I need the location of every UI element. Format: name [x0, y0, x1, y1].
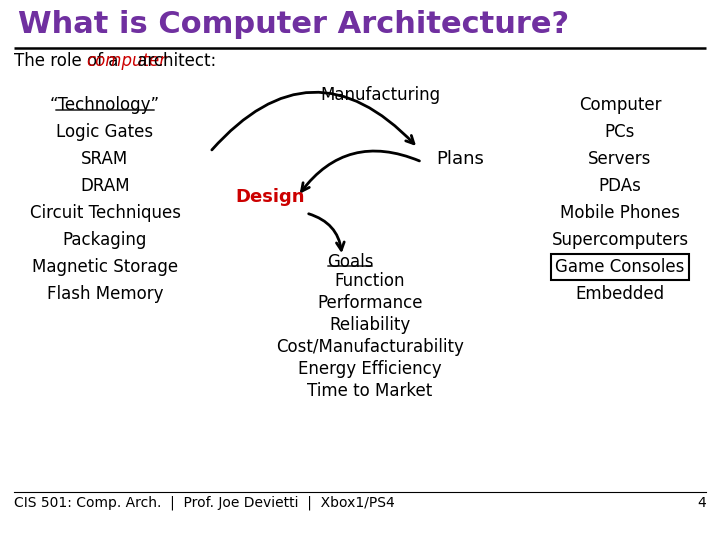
- Text: Plans: Plans: [436, 150, 484, 168]
- Text: SRAM: SRAM: [81, 150, 129, 168]
- Text: Manufacturing: Manufacturing: [320, 86, 440, 104]
- Text: architect:: architect:: [132, 52, 216, 70]
- Text: Supercomputers: Supercomputers: [552, 231, 688, 249]
- Text: Circuit Techniques: Circuit Techniques: [30, 204, 181, 222]
- Text: Goals: Goals: [327, 253, 373, 271]
- Text: Energy Efficiency: Energy Efficiency: [298, 360, 442, 378]
- Text: What is Computer Architecture?: What is Computer Architecture?: [18, 10, 569, 39]
- Text: Magnetic Storage: Magnetic Storage: [32, 258, 178, 276]
- Text: Cost/Manufacturability: Cost/Manufacturability: [276, 338, 464, 356]
- Text: Embedded: Embedded: [575, 285, 665, 303]
- Text: CIS 501: Comp. Arch.  |  Prof. Joe Devietti  |  Xbox1/PS4: CIS 501: Comp. Arch. | Prof. Joe Deviett…: [14, 496, 395, 510]
- Text: PDAs: PDAs: [598, 177, 642, 195]
- Text: Time to Market: Time to Market: [307, 382, 433, 400]
- Text: Logic Gates: Logic Gates: [56, 123, 153, 141]
- Text: computer: computer: [86, 52, 166, 70]
- Text: Packaging: Packaging: [63, 231, 147, 249]
- Text: Computer: Computer: [579, 96, 661, 114]
- Text: Reliability: Reliability: [329, 316, 410, 334]
- Text: PCs: PCs: [605, 123, 635, 141]
- Text: “Technology”: “Technology”: [50, 96, 160, 114]
- Text: Mobile Phones: Mobile Phones: [560, 204, 680, 222]
- Text: Game Consoles: Game Consoles: [555, 258, 685, 276]
- Text: Performance: Performance: [318, 294, 423, 312]
- Text: Function: Function: [335, 272, 405, 290]
- Text: DRAM: DRAM: [80, 177, 130, 195]
- Text: Design: Design: [235, 188, 305, 206]
- Text: Servers: Servers: [588, 150, 652, 168]
- Text: The role of a: The role of a: [14, 52, 124, 70]
- Text: 4: 4: [697, 496, 706, 510]
- Text: Flash Memory: Flash Memory: [47, 285, 163, 303]
